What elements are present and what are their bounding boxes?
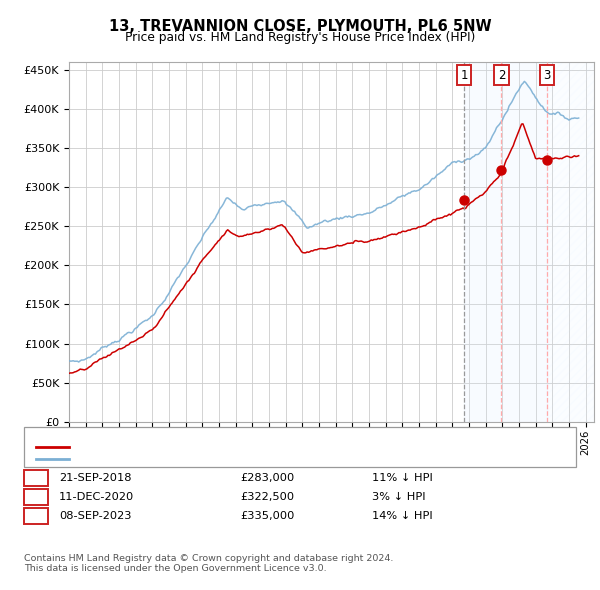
Bar — [547, 62, 594, 422]
Text: 11% ↓ HPI: 11% ↓ HPI — [372, 473, 433, 483]
Text: This data is licensed under the Open Government Licence v3.0.: This data is licensed under the Open Gov… — [24, 565, 326, 573]
Text: 2: 2 — [498, 69, 505, 82]
Text: £322,500: £322,500 — [240, 492, 294, 502]
Text: 3: 3 — [32, 509, 40, 523]
Text: HPI: Average price, detached house, City of Plymouth: HPI: Average price, detached house, City… — [75, 454, 368, 464]
Text: 13, TREVANNION CLOSE, PLYMOUTH, PL6 5NW: 13, TREVANNION CLOSE, PLYMOUTH, PL6 5NW — [109, 19, 491, 34]
Text: 1: 1 — [461, 69, 468, 82]
Text: 1: 1 — [32, 471, 40, 485]
Text: 3: 3 — [544, 69, 551, 82]
Text: 3% ↓ HPI: 3% ↓ HPI — [372, 492, 425, 502]
Text: £283,000: £283,000 — [240, 473, 294, 483]
Text: Contains HM Land Registry data © Crown copyright and database right 2024.: Contains HM Land Registry data © Crown c… — [24, 554, 394, 563]
Bar — [464, 62, 547, 422]
Text: Price paid vs. HM Land Registry's House Price Index (HPI): Price paid vs. HM Land Registry's House … — [125, 31, 475, 44]
Text: 08-SEP-2023: 08-SEP-2023 — [59, 511, 131, 521]
Text: £335,000: £335,000 — [240, 511, 295, 521]
Text: 21-SEP-2018: 21-SEP-2018 — [59, 473, 131, 483]
Text: 13, TREVANNION CLOSE, PLYMOUTH, PL6 5NW (detached house): 13, TREVANNION CLOSE, PLYMOUTH, PL6 5NW … — [75, 442, 428, 451]
Text: 2: 2 — [32, 490, 40, 504]
Text: 11-DEC-2020: 11-DEC-2020 — [59, 492, 134, 502]
Text: 14% ↓ HPI: 14% ↓ HPI — [372, 511, 433, 521]
